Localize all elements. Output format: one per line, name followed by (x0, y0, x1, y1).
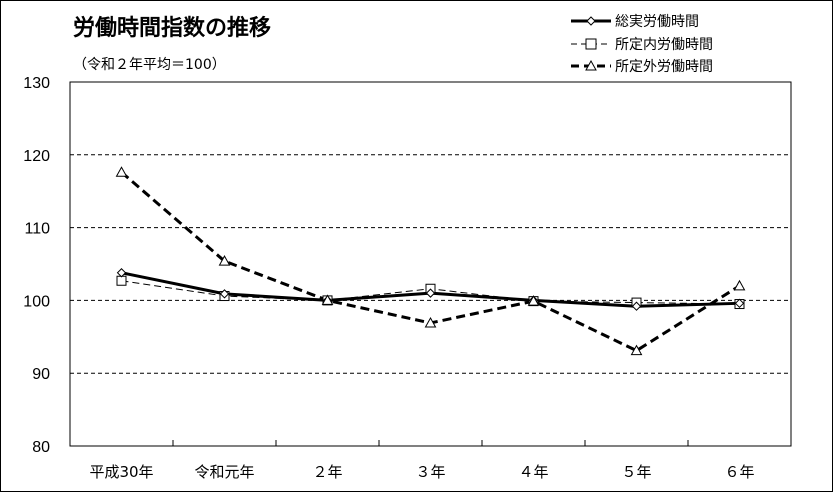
legend-label-total: 総実労働時間 (615, 14, 699, 30)
x-tick-label: 平成30年 (89, 463, 153, 481)
data-point-triangle (630, 344, 643, 356)
x-tick-label: 令和元年 (194, 463, 254, 481)
legend-marker-square (585, 38, 597, 50)
legend-marker-diamond (586, 16, 596, 26)
data-point-triangle (527, 295, 540, 306)
y-tick-label: 80 (32, 439, 50, 456)
x-tick-label: ６年 (724, 463, 754, 481)
x-axis-ticks (172, 440, 689, 446)
data-point-diamond (631, 301, 642, 311)
x-tick-label: ５年 (621, 463, 651, 481)
data-point-triangle (218, 255, 231, 266)
legend-entry-overtime: 所定外労働時間 (571, 59, 713, 75)
legend-label-scheduled: 所定内労働時間 (615, 37, 713, 53)
series-group (115, 166, 746, 356)
x-axis: 平成30年 令和元年 ２年 ３年 ４年 ５年 ６年 (89, 463, 754, 481)
data-point-diamond (116, 268, 127, 278)
y-axis: 80 90 100 110 120 130 (23, 75, 50, 456)
data-point-triangle (733, 279, 746, 291)
y-tick-label: 130 (23, 75, 50, 92)
data-point-triangle (115, 166, 128, 177)
plot-area (69, 81, 792, 447)
x-tick-label: ２年 (312, 463, 342, 481)
data-point-diamond (734, 298, 745, 309)
legend-entry-total: 総実労働時間 (571, 14, 699, 30)
x-tick-label: ４年 (518, 463, 548, 481)
y-tick-label: 120 (23, 148, 50, 165)
legend-entry-scheduled: 所定内労働時間 (571, 37, 713, 53)
chart-subtitle: （令和２年平均＝100） (73, 57, 226, 73)
chart-title: 労働時間指数の推移 (73, 15, 271, 41)
data-point-square (116, 275, 127, 286)
y-tick-label: 110 (24, 221, 50, 238)
gridlines (70, 154, 791, 374)
x-tick-label: ３年 (415, 463, 445, 481)
data-point-diamond (425, 288, 436, 298)
y-tick-label: 90 (32, 366, 50, 383)
y-tick-label: 100 (23, 293, 50, 310)
data-point-triangle (321, 294, 334, 305)
legend-marker-triangle (585, 59, 597, 71)
legend-label-overtime: 所定外労働時間 (615, 59, 713, 75)
data-point-triangle (424, 316, 437, 328)
data-point-diamond (219, 289, 230, 299)
legend: 総実労働時間 所定内労働時間 所定外労働時間 (571, 14, 713, 75)
